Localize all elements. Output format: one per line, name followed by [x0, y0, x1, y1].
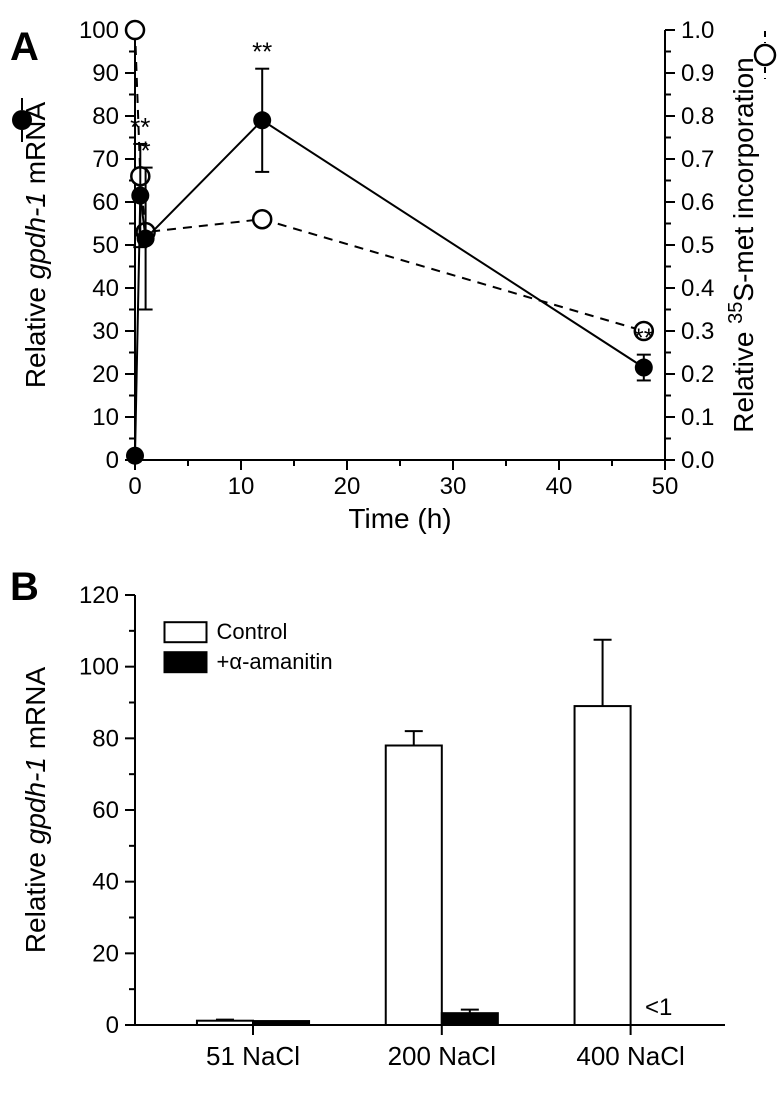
panel-b-x-tick-label: 200 NaCl — [388, 1041, 496, 1071]
panel-a-yl-tick-label: 20 — [92, 361, 119, 388]
panel-b-y-tick-label: 40 — [92, 869, 119, 896]
panel-a-yr-tick-label: 0.0 — [681, 447, 714, 474]
panel-a-yl-label: Relative gpdh-1 mRNA — [20, 102, 51, 389]
panel-b-note: <1 — [645, 994, 672, 1021]
panel-a-x-tick-label: 30 — [440, 473, 467, 500]
panel-a-open-line — [135, 30, 644, 331]
panel-b-legend-label: Control — [217, 619, 288, 644]
panel-a-sig-label: ** — [634, 323, 654, 353]
panel-a-yr-tick-label: 0.1 — [681, 404, 714, 431]
panel-b-bar-control — [386, 746, 442, 1026]
panel-a-label: A — [10, 25, 39, 69]
panel-a-legend-filled-icon — [12, 110, 32, 130]
panel-b-label: B — [10, 565, 39, 609]
panel-a-yr-tick-label: 1.0 — [681, 17, 714, 44]
panel-a-yl-tick-label: 30 — [92, 318, 119, 345]
panel-a-x-tick-label: 50 — [652, 473, 679, 500]
panel-b-y-tick-label: 60 — [92, 797, 119, 824]
panel-b-legend-swatch — [165, 652, 207, 672]
panel-a-yl-tick-label: 0 — [106, 447, 119, 474]
panel-a-yl-tick-label: 60 — [92, 189, 119, 216]
panel-a-yl-tick-label: 90 — [92, 60, 119, 87]
panel-a-x-tick-label: 40 — [546, 473, 573, 500]
panel-a-x-tick-label: 10 — [228, 473, 255, 500]
panel-b-y-tick-label: 0 — [106, 1012, 119, 1039]
panel-a-x-label: Time (h) — [348, 503, 451, 534]
panel-a-yl-tick-label: 100 — [79, 17, 119, 44]
panel-b-legend-swatch — [165, 622, 207, 642]
panel-a-solid-marker — [126, 447, 144, 465]
panel-a-solid-marker — [137, 230, 155, 248]
panel-b-bar-control — [197, 1021, 253, 1025]
panel-a-yl-tick-label: 50 — [92, 232, 119, 259]
panel-a-yr-tick-label: 0.2 — [681, 361, 714, 388]
panel-a-open-marker — [253, 210, 271, 228]
panel-b-bar-amanitin — [442, 1013, 498, 1025]
panel-b-y-tick-label: 80 — [92, 725, 119, 752]
panel-a-yr-tick-label: 0.3 — [681, 318, 714, 345]
panel-a-yl-tick-label: 70 — [92, 146, 119, 173]
panel-a-yl-tick-label: 80 — [92, 103, 119, 130]
panel-a-yr-tick-label: 0.9 — [681, 60, 714, 87]
panel-a-x-tick-label: 20 — [334, 473, 361, 500]
panel-b-y-tick-label: 20 — [92, 940, 119, 967]
panel-a-legend-open-icon — [755, 45, 775, 65]
panel-b-y-label: Relative gpdh-1 mRNA — [20, 667, 51, 954]
panel-b-x-tick-label: 51 NaCl — [206, 1041, 300, 1071]
panel-a-sig-label: * — [141, 136, 151, 166]
panel-a-solid-marker — [253, 111, 271, 129]
panel-a-yr-tick-label: 0.6 — [681, 189, 714, 216]
figure-svg: A 0 10 20 30 40 50 Time (h) 0 10 20 30 40 50 60 70 80 90 1… — [0, 0, 777, 1110]
panel-a-solid-line — [135, 120, 644, 455]
panel-a-yr-tick-label: 0.8 — [681, 103, 714, 130]
panel-a-yr-tick-label: 0.5 — [681, 232, 714, 259]
panel-a-yr-label: Relative 35S-met incorporation — [725, 57, 759, 433]
panel-a-yl-tick-label: 10 — [92, 404, 119, 431]
panel-b-x-tick-label: 400 NaCl — [576, 1041, 684, 1071]
panel-b-bar-amanitin — [253, 1021, 309, 1025]
panel-a-open-marker — [126, 21, 144, 39]
panel-b-bar-control — [575, 706, 631, 1025]
panel-b-y-tick-label: 120 — [79, 582, 119, 609]
panel-a-yr-tick-label: 0.4 — [681, 275, 714, 302]
panel-a-yr-tick-label: 0.7 — [681, 146, 714, 173]
panel-a-sig-label: ** — [252, 37, 272, 67]
panel-b-legend-label: +α-amanitin — [217, 649, 333, 674]
panel-b-y-tick-label: 100 — [79, 654, 119, 681]
panel-a-yl-tick-label: 40 — [92, 275, 119, 302]
panel-a-solid-marker — [635, 359, 653, 377]
panel-a-x-tick-label: 0 — [128, 473, 141, 500]
